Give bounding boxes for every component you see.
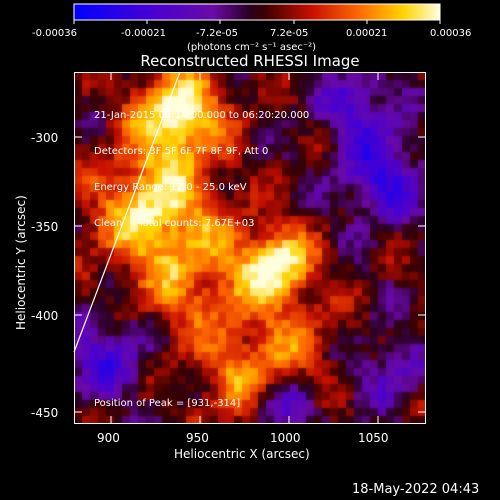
colorbar-ticks: [73, 20, 441, 24]
x-tick-label: 900: [97, 431, 120, 445]
cb-tick-label: 0.00036: [430, 28, 471, 39]
cb-tick-label: 0.00021: [346, 28, 387, 39]
cb-tick-label: -0.00036: [32, 28, 77, 39]
colorbar: -0.00036 -0.00021 -7.2e-05 7.2e-05 0.000…: [32, 3, 471, 53]
y-tick-label: -400: [31, 309, 58, 323]
info-detectors: Detectors: 3F 5F 6F 7F 8F 9F, Att 0: [94, 146, 269, 157]
info-energy-range: Energy Range: 12.0 - 25.0 keV: [94, 182, 247, 193]
footer-date: 18-May-2022 04:43: [352, 482, 480, 497]
plot-title: Reconstructed RHESSI Image: [140, 52, 360, 70]
x-tick-label: 950: [186, 431, 209, 445]
colorbar-units: (photons cm⁻² s⁻¹ asec⁻²): [187, 42, 316, 53]
info-time-range: 21-Jan-2015 06:14:00.000 to 06:20:20.000: [94, 110, 310, 121]
cb-tick-label: 7.2e-05: [270, 28, 308, 39]
info-clean-counts: Clean Total counts: 7.67E+03: [94, 218, 255, 229]
x-tick-label: 1000: [270, 431, 301, 445]
colorbar-gradient: [73, 3, 441, 21]
solar-limb-line: [73, 71, 181, 353]
cb-tick-label: -7.2e-05: [196, 28, 238, 39]
rhessi-image: [74, 72, 426, 424]
plot-frame: [74, 72, 426, 424]
y-tick-label: -350: [31, 220, 58, 234]
x-tick-label: 1050: [358, 431, 389, 445]
peak-position: Position of Peak = [931,-314]: [94, 398, 241, 409]
y-axis-label: Heliocentric Y (arcsec): [14, 195, 28, 330]
axis-ticks: [74, 72, 426, 424]
info-block: 21-Jan-2015 06:14:00.000 to 06:20:20.000…: [94, 86, 309, 242]
y-tick-label: -450: [31, 406, 58, 420]
cb-tick-label: -0.00021: [121, 28, 166, 39]
x-axis-label: Heliocentric X (arcsec): [174, 447, 310, 461]
y-tick-label: -300: [31, 131, 58, 145]
